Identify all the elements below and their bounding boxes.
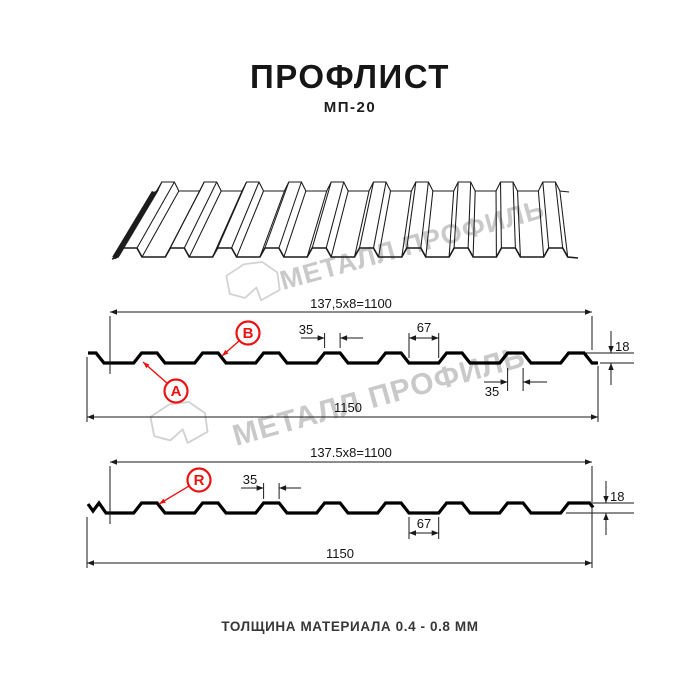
watermark-logo-icon bbox=[225, 261, 281, 302]
dim-overall-width: 1150 bbox=[334, 400, 362, 415]
profile-top-view: 137,5x8=1100 35 67 18 35 1150 A B bbox=[86, 296, 634, 422]
point-label-b: B bbox=[243, 325, 254, 342]
dim-valley-width: 67 bbox=[417, 516, 431, 531]
material-thickness-note: ТОЛЩИНА МАТЕРИАЛА 0.4 - 0.8 ММ bbox=[221, 619, 479, 634]
dim-crest-width-secondary: 35 bbox=[485, 384, 499, 399]
dim-profile-height: 18 bbox=[610, 489, 624, 504]
dim-valley-width: 67 bbox=[417, 320, 431, 335]
profile-bottom-view: 137.5x8=1100 35 67 18 1150 R bbox=[86, 445, 634, 568]
dim-overall-width: 1150 bbox=[326, 546, 354, 561]
watermark-lower: МЕТАЛЛ ПРОФИЛЬ bbox=[149, 340, 529, 453]
profile-top-linework bbox=[86, 309, 634, 422]
point-label-a: A bbox=[171, 383, 182, 400]
dim-profile-height: 18 bbox=[615, 339, 629, 354]
sheet-fill bbox=[112, 182, 578, 259]
dim-coverage-width: 137.5x8=1100 bbox=[310, 445, 392, 460]
dim-crest-width: 35 bbox=[299, 322, 313, 337]
dim-crest-width: 35 bbox=[243, 472, 257, 487]
watermark-logo-icon bbox=[149, 401, 209, 444]
model-code: МП-20 bbox=[323, 99, 377, 116]
dim-coverage-width: 137,5x8=1100 bbox=[310, 296, 392, 311]
sheet-linework bbox=[111, 181, 579, 260]
profile-bottom-linework bbox=[86, 459, 634, 568]
point-label-r: R bbox=[194, 472, 205, 489]
page-title: ПРОФЛИСТ bbox=[250, 58, 450, 95]
sheet-3d-view: МЕТАЛЛ ПРОФИЛЬ bbox=[111, 181, 579, 302]
